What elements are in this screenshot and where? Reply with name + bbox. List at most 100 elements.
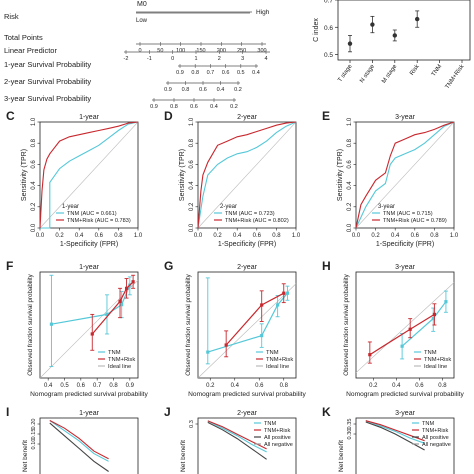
calibration-xtick-label: 0.6: [77, 383, 86, 389]
panel-letter: G: [164, 259, 173, 273]
nomogram-label-total-points: Total Points: [4, 33, 43, 42]
roc-curve-tnm: [197, 121, 297, 229]
calibration-panel-g: G 2-year 0.2 0.4 0.6 0.8 Nomogram predicted su…: [164, 259, 307, 398]
ideal-line: [355, 282, 455, 373]
y2-tick-label: 0.2: [234, 87, 242, 93]
roc-ytick-label: 0.2: [189, 202, 195, 211]
cindex-ytick-label: 0.6: [324, 25, 333, 32]
calibration-point-tnm: [206, 350, 210, 354]
panel-letter: E: [322, 109, 330, 123]
roc-xtick-label: 0.4: [391, 233, 400, 239]
roc-curve-tnm-risk: [355, 121, 455, 229]
dca-ytick-label: 0.30: [347, 429, 353, 440]
roc-xtick-label: 0.8: [272, 233, 281, 239]
dca-ylabel: Net benefit: [180, 440, 187, 472]
linear-predictor-tick-label: 1: [194, 56, 197, 62]
roc-panel-c: C 1-year 0.0 0.2 0.4 0.6 0.8 1.0 0.0 0.2 0.4 0.6 0.8…: [6, 109, 143, 248]
roc-ytick-label: 0.8: [189, 138, 195, 147]
cindex-xtick-label: TNM: [431, 64, 443, 78]
calibration-line-tnm-risk: [91, 281, 134, 335]
y3-tick-label: 0.4: [210, 104, 218, 110]
panel-letter: I: [6, 405, 9, 419]
y2-tick-label: 0.9: [164, 87, 172, 93]
total-points-ticks: 0 50 100 150 200 250 300: [138, 42, 267, 54]
panel-letter: D: [164, 109, 173, 123]
roc-ytick-label: 1.0: [189, 117, 195, 126]
calibration-legend-label: TNM: [108, 350, 121, 356]
roc-ylabel: Sensitivity (TPR): [337, 149, 344, 201]
calibration-xtick-label: 0.2: [369, 383, 378, 389]
calibration-panel-h: H 3-year 0.2 0.4 0.6 0.8 Nomogram predicted su…: [322, 259, 465, 398]
cindex-point: [347, 41, 353, 46]
roc-xlabel: 1-Specificity (FPR): [218, 241, 276, 248]
calibration-ylabel: Observed fraction survival probability: [343, 273, 350, 375]
panel-frame: [355, 121, 455, 229]
cindex-yticks: 0.7 0.6 0.5: [324, 0, 338, 59]
linear-predictor-tick-label: -1: [147, 56, 152, 62]
calibration-xtick-label: 0.6: [415, 383, 424, 389]
panel-frame: [355, 417, 455, 474]
cindex-points: [347, 10, 420, 53]
dca-legend-label: TNM+Risk: [422, 428, 448, 434]
y2-survival-ticks: 0.9 0.8 0.6 0.4 0.2: [164, 81, 242, 93]
calibration-point-tnm: [49, 322, 54, 326]
panel-frame: [197, 271, 297, 379]
roc-ytick-label: 0.6: [189, 160, 195, 169]
roc-legend-label: TNM (AUC = 0.715): [383, 211, 433, 217]
roc-ytick-label: 0.4: [189, 181, 195, 190]
calibration-point-tnm: [120, 303, 124, 307]
nomogram-panel: M0 Risk Low High Total Points 0 50 100 150 2…: [4, 1, 270, 110]
calibration-ylabel: Observed fraction survival probability: [27, 273, 34, 375]
calibration-point-tnm-risk: [131, 280, 135, 284]
roc-diagonal: [355, 121, 455, 229]
panel-letter: F: [6, 259, 13, 273]
calibration-ylabel: Observed fraction survival probability: [185, 273, 192, 375]
roc-ytick-label: 0.0: [189, 223, 195, 232]
dca-legend-label: All negative: [264, 442, 293, 448]
calibration-legend-label: TNM+Risk: [108, 357, 135, 363]
roc-xlabel: 1-Specificity (FPR): [60, 241, 118, 248]
dca-curve-all-positive: [49, 422, 109, 472]
panel-frame: [197, 121, 297, 229]
roc-legend-label: TNM (AUC = 0.723): [225, 211, 275, 217]
panel-frame: [197, 417, 297, 474]
panel-title: 3-year: [395, 410, 416, 417]
roc-curve-tnm: [355, 121, 455, 229]
cindex-panel: C index 0.7 0.6 0.5 T stage N stage M stage R…: [313, 0, 471, 90]
linear-predictor-tick-label: 3: [241, 56, 244, 62]
roc-xtick-label: 0.4: [233, 233, 242, 239]
roc-legend-title: 1-year: [62, 204, 79, 210]
y1-tick-label: 0.5: [237, 70, 245, 76]
dca-ytick-label: 0.20: [31, 419, 37, 430]
roc-xtick-label: 0.0: [352, 233, 361, 239]
cindex-point: [392, 33, 397, 38]
panel-title: 2-year: [237, 410, 258, 417]
roc-curve-tnm-risk: [197, 121, 297, 229]
cindex-xtick-label: Risk: [409, 63, 421, 77]
calibration-legend-label: Ideal line: [424, 364, 447, 370]
calibration-row: F 1-year 0.4 0.5 0.6 0.7 0.8 0.9 Nomogram predic…: [6, 259, 465, 398]
calibration-point-tnm-risk: [224, 343, 228, 347]
calibration-xtick-label: 0.7: [93, 383, 102, 389]
panel-letter: H: [322, 259, 331, 273]
calibration-point-tnm: [105, 312, 109, 316]
roc-xtick-label: 0.4: [75, 233, 84, 239]
calibration-xtick-label: 0.6: [255, 383, 264, 389]
calibration-xtick-label: 0.5: [60, 383, 69, 389]
cindex-xtick-label: M stage: [381, 63, 399, 84]
dca-ytick-label: 0.10: [31, 439, 37, 450]
roc-legend-label: TNM+Risk (AUC = 0.789): [383, 218, 447, 224]
roc-diagonal: [39, 121, 139, 229]
roc-xtick-label: 0.6: [95, 233, 104, 239]
cindex-point: [370, 22, 375, 27]
calibration-point-tnm: [400, 344, 404, 348]
dca-curve-all-positive: [207, 421, 267, 460]
roc-ylabel: Sensitivity (TPR): [21, 149, 28, 201]
total-points-tick-label: 0: [138, 48, 141, 54]
cindex-point: [415, 16, 420, 22]
roc-ytick-label: 0.4: [347, 181, 353, 190]
roc-ytick-label: 0.0: [31, 223, 37, 232]
roc-curve-tnm: [40, 121, 139, 229]
